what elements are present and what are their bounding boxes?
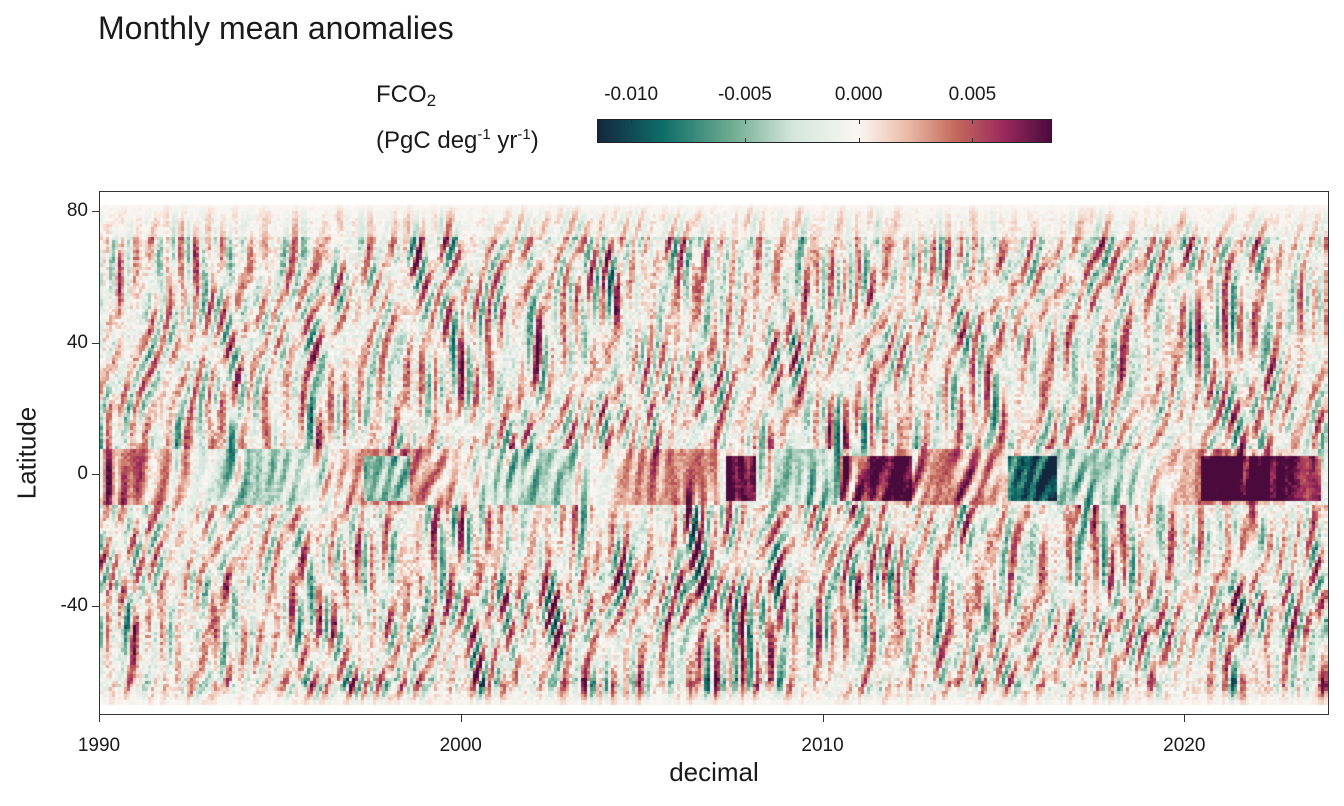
x-tick-label: 2010 [801,735,844,756]
legend-title: FCO2 (PgC deg-1 yr-1) [376,81,539,154]
x-tick-label: 2020 [1163,735,1206,756]
y-tick-mark [92,342,99,344]
colorbar-tick-label: 0.000 [834,84,883,105]
colorbar-tick-mark [744,120,746,124]
x-tick-mark [460,715,462,722]
y-tick-mark [92,606,99,608]
y-tick-label: 80 [66,199,88,221]
heatmap-canvas [100,192,1328,714]
x-tick-mark [1184,715,1186,722]
y-tick-label: 40 [66,331,88,353]
x-axis-label: decimal [669,757,759,787]
x-tick-label: 1990 [77,735,121,756]
x-tick-label: 2000 [439,735,482,756]
colorbar-tick-label: -0.010 [604,84,659,105]
y-tick-mark [92,474,99,476]
y-tick-mark [92,210,99,212]
colorbar-tick-mark [744,138,746,143]
y-axis-label: Latitude [11,406,42,500]
y-tick-label: 0 [77,463,88,485]
colorbar-tick-label: 0.005 [948,84,997,105]
colorbar-tick-mark [858,120,860,124]
colorbar-tick-mark [631,120,633,124]
heatmap-panel [99,191,1329,715]
colorbar-tick-mark [858,138,860,143]
chart-title: Monthly mean anomalies [98,10,454,46]
colorbar-tick-mark [972,138,974,143]
colorbar [597,119,1052,143]
colorbar-tick-label: -0.005 [717,84,772,105]
x-tick-mark [99,715,100,722]
x-tick-mark [822,715,824,722]
colorbar-tick-mark [631,138,633,143]
colorbar-tick-mark [972,120,974,124]
y-tick-label: -40 [60,595,88,617]
